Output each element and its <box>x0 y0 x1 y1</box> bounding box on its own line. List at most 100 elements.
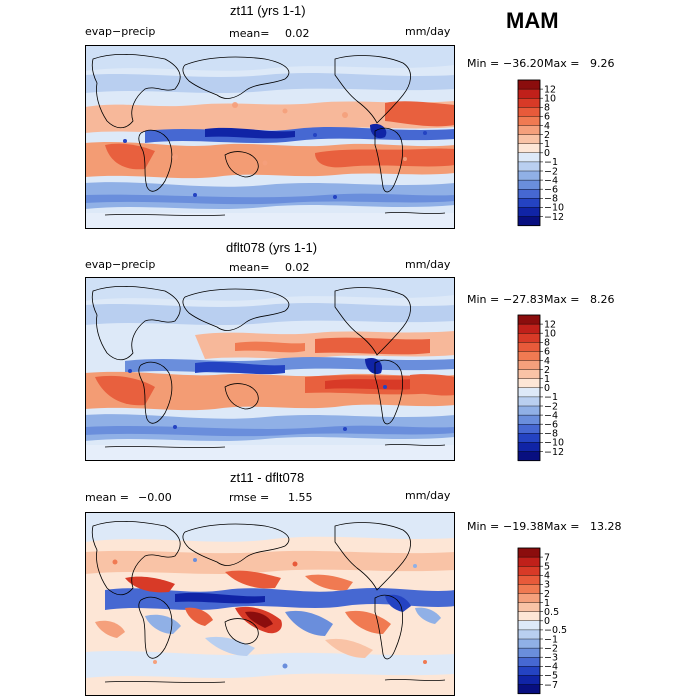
colorbar-tick-label: 4 <box>544 571 550 582</box>
colorbar-swatch <box>517 369 541 380</box>
colorbar-swatch <box>517 207 541 218</box>
colorbar-swatch <box>517 566 541 576</box>
colorbar-tick-label: −8 <box>544 194 558 205</box>
panel-1-min-label: Min = <box>467 57 500 70</box>
colorbar-swatch <box>517 198 541 208</box>
colorbar-tick-label: 10 <box>544 329 556 340</box>
panel-3-map <box>85 512 455 696</box>
season-heading: MAM <box>506 8 559 33</box>
panel-1-mean-label: mean= <box>229 27 270 40</box>
panel-2-min-value: −27.83 <box>503 293 544 306</box>
colorbar-tick-label: −1 <box>544 634 558 645</box>
panel-1-map <box>85 45 455 229</box>
colorbar-tick-label: −4 <box>544 410 558 421</box>
panel-2-units: mm/day <box>405 258 451 271</box>
colorbar-swatch <box>517 333 541 343</box>
colorbar-swatch <box>517 161 541 172</box>
colorbar-tick-label: 0 <box>544 148 550 159</box>
colorbar-tick-label: 0 <box>544 383 550 394</box>
colorbar-swatch <box>517 556 541 567</box>
colorbar-swatch <box>517 314 541 325</box>
colorbar-tick-label: 0.5 <box>544 607 559 618</box>
colorbar-tick-label: 12 <box>544 84 556 95</box>
colorbar-tick-label: 2 <box>544 365 550 376</box>
panel-3-max-label: Max = <box>544 520 580 533</box>
colorbar-swatch <box>517 88 541 99</box>
colorbar-tick-label: 1 <box>544 598 550 609</box>
colorbar-swatch <box>517 423 541 434</box>
colorbar-tick-label: 6 <box>544 347 550 358</box>
panel-1-min-value: −36.20 <box>503 57 544 70</box>
panel-3-units: mm/day <box>405 489 451 502</box>
panel-3-min-value: −19.38 <box>503 520 544 533</box>
colorbar-swatch <box>517 593 541 604</box>
panel-1-variable-label: evap−precip <box>85 25 156 38</box>
panel-1-title: zt11 (yrs 1-1) <box>230 3 306 18</box>
colorbar-swatch <box>517 79 541 90</box>
colorbar-swatch <box>517 342 541 352</box>
panel-2-max-label: Max = <box>544 293 580 306</box>
panel-1-units: mm/day <box>405 25 451 38</box>
colorbar-swatch <box>517 442 541 453</box>
colorbar-tick-label: −1 <box>544 157 558 168</box>
colorbar-tick-label: 2 <box>544 130 550 141</box>
colorbar-tick-label: −3 <box>544 653 558 664</box>
colorbar-swatch <box>517 188 541 199</box>
colorbar-tick-label: 12 <box>544 319 556 330</box>
panel-3-title: zt11 - dflt078 <box>230 470 305 485</box>
panel-2-map <box>85 277 455 461</box>
colorbar-tick-label: 4 <box>544 356 550 367</box>
colorbar-swatch <box>517 134 541 145</box>
colorbar-tick-label: −12 <box>544 212 564 223</box>
colorbar-tick-label: 5 <box>544 562 550 573</box>
colorbar-swatch <box>517 323 541 334</box>
panel-2-variable-label: evap−precip <box>85 258 156 271</box>
colorbar-swatch <box>517 414 541 425</box>
colorbar-tick-label: −4 <box>544 175 558 186</box>
colorbar-tick-label: 2 <box>544 589 550 600</box>
panel-3-rmse-value: 1.55 <box>288 491 313 504</box>
colorbar-swatch <box>517 451 541 462</box>
panel-3-max-value: 13.28 <box>590 520 622 533</box>
colorbar-tick-label: −2 <box>544 643 558 654</box>
colorbar-tick-label: −6 <box>544 185 558 196</box>
panel-2-mean-label: mean= <box>229 261 270 274</box>
colorbar-swatch <box>517 396 541 407</box>
colorbar-tick-label: −4 <box>544 662 558 673</box>
colorbar-swatch <box>517 216 541 227</box>
colorbar-swatch <box>517 387 541 398</box>
colorbar-tick-label: 8 <box>544 338 550 349</box>
panel-1-max-value: 9.26 <box>590 57 615 70</box>
colorbar-swatch <box>517 179 541 190</box>
colorbar-tick-label: 10 <box>544 94 556 105</box>
colorbar-tick-label: 6 <box>544 112 550 123</box>
colorbar-swatch <box>517 405 541 416</box>
colorbar-tick-label: −2 <box>544 401 558 412</box>
colorbar-swatch <box>517 675 541 686</box>
colorbar-swatch <box>517 378 541 389</box>
colorbar-tick-label: −0.5 <box>544 625 567 636</box>
colorbar-swatch <box>517 684 541 695</box>
colorbar-tick-label: 1 <box>544 374 550 385</box>
panel-3-mean-label: mean = <box>85 491 129 504</box>
colorbar-swatch <box>517 629 541 640</box>
colorbar-swatch <box>517 647 541 658</box>
colorbar-tick-label: 4 <box>544 121 550 132</box>
colorbar-tick-label: 8 <box>544 103 550 114</box>
colorbar-swatch <box>517 107 541 117</box>
colorbar-tick-label: −8 <box>544 429 558 440</box>
colorbar-swatch <box>517 620 541 631</box>
panel-2-max-value: 8.26 <box>590 293 615 306</box>
colorbar-swatch <box>517 116 541 127</box>
colorbar-tick-label: −5 <box>544 671 558 682</box>
colorbar-tick-label: −12 <box>544 447 564 458</box>
colorbar-swatch <box>517 584 541 595</box>
panel-2-title: dflt078 (yrs 1-1) <box>226 240 318 255</box>
panel-2-mean-value: 0.02 <box>285 261 310 274</box>
colorbar-tick-label: 7 <box>544 552 550 563</box>
colorbar-swatch <box>517 170 541 181</box>
colorbar-swatch <box>517 143 541 154</box>
